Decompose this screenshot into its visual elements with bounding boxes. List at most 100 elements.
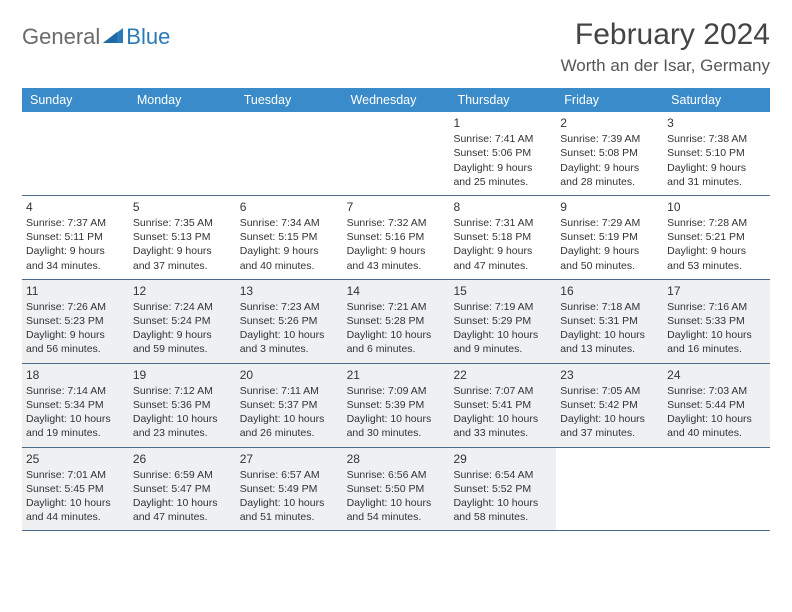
- day-detail-sunset: Sunset: 5:18 PM: [453, 230, 552, 244]
- day-detail-dl2: and 58 minutes.: [453, 510, 552, 524]
- day-cell: 4Sunrise: 7:37 AMSunset: 5:11 PMDaylight…: [22, 196, 129, 279]
- day-detail-dl2: and 40 minutes.: [240, 259, 339, 273]
- weekday-header: Tuesday: [236, 88, 343, 112]
- day-detail-dl2: and 50 minutes.: [560, 259, 659, 273]
- day-detail-sunrise: Sunrise: 7:03 AM: [667, 384, 766, 398]
- day-detail-dl1: Daylight: 9 hours: [240, 244, 339, 258]
- day-cell: 21Sunrise: 7:09 AMSunset: 5:39 PMDayligh…: [343, 364, 450, 447]
- day-number: 23: [560, 367, 659, 383]
- day-detail-sunset: Sunset: 5:34 PM: [26, 398, 125, 412]
- day-detail-dl2: and 43 minutes.: [347, 259, 446, 273]
- day-detail-sunset: Sunset: 5:11 PM: [26, 230, 125, 244]
- day-cell: 7Sunrise: 7:32 AMSunset: 5:16 PMDaylight…: [343, 196, 450, 279]
- day-number: 8: [453, 199, 552, 215]
- day-detail-dl1: Daylight: 10 hours: [453, 496, 552, 510]
- day-detail-sunrise: Sunrise: 7:34 AM: [240, 216, 339, 230]
- day-cell: 5Sunrise: 7:35 AMSunset: 5:13 PMDaylight…: [129, 196, 236, 279]
- day-detail-sunrise: Sunrise: 7:12 AM: [133, 384, 232, 398]
- week-row: 25Sunrise: 7:01 AMSunset: 5:45 PMDayligh…: [22, 448, 770, 532]
- day-detail-sunrise: Sunrise: 7:18 AM: [560, 300, 659, 314]
- day-detail-sunrise: Sunrise: 7:16 AM: [667, 300, 766, 314]
- day-detail-sunset: Sunset: 5:33 PM: [667, 314, 766, 328]
- day-detail-sunset: Sunset: 5:41 PM: [453, 398, 552, 412]
- title-block: February 2024 Worth an der Isar, Germany: [561, 18, 770, 76]
- day-detail-sunrise: Sunrise: 6:59 AM: [133, 468, 232, 482]
- day-detail-sunrise: Sunrise: 7:14 AM: [26, 384, 125, 398]
- day-detail-sunrise: Sunrise: 7:31 AM: [453, 216, 552, 230]
- day-detail-sunset: Sunset: 5:36 PM: [133, 398, 232, 412]
- day-detail-dl2: and 37 minutes.: [133, 259, 232, 273]
- day-detail-dl1: Daylight: 10 hours: [667, 328, 766, 342]
- day-detail-sunset: Sunset: 5:42 PM: [560, 398, 659, 412]
- day-cell: 12Sunrise: 7:24 AMSunset: 5:24 PMDayligh…: [129, 280, 236, 363]
- day-detail-sunset: Sunset: 5:44 PM: [667, 398, 766, 412]
- day-number: 29: [453, 451, 552, 467]
- day-detail-dl2: and 37 minutes.: [560, 426, 659, 440]
- day-detail-dl2: and 9 minutes.: [453, 342, 552, 356]
- day-detail-dl1: Daylight: 10 hours: [26, 496, 125, 510]
- day-detail-dl2: and 54 minutes.: [347, 510, 446, 524]
- weekday-header: Wednesday: [343, 88, 450, 112]
- day-number: 4: [26, 199, 125, 215]
- day-detail-dl1: Daylight: 10 hours: [667, 412, 766, 426]
- day-detail-sunrise: Sunrise: 7:01 AM: [26, 468, 125, 482]
- day-cell: 1Sunrise: 7:41 AMSunset: 5:06 PMDaylight…: [449, 112, 556, 195]
- day-detail-dl2: and 47 minutes.: [453, 259, 552, 273]
- day-number: 2: [560, 115, 659, 131]
- day-detail-dl1: Daylight: 9 hours: [667, 161, 766, 175]
- day-cell: 8Sunrise: 7:31 AMSunset: 5:18 PMDaylight…: [449, 196, 556, 279]
- day-detail-sunset: Sunset: 5:24 PM: [133, 314, 232, 328]
- day-number: 5: [133, 199, 232, 215]
- day-cell: 24Sunrise: 7:03 AMSunset: 5:44 PMDayligh…: [663, 364, 770, 447]
- day-detail-dl2: and 6 minutes.: [347, 342, 446, 356]
- day-number: 7: [347, 199, 446, 215]
- day-detail-sunrise: Sunrise: 7:32 AM: [347, 216, 446, 230]
- weekday-header: Thursday: [449, 88, 556, 112]
- day-detail-dl2: and 33 minutes.: [453, 426, 552, 440]
- day-detail-sunrise: Sunrise: 7:39 AM: [560, 132, 659, 146]
- day-cell: 22Sunrise: 7:07 AMSunset: 5:41 PMDayligh…: [449, 364, 556, 447]
- day-detail-sunrise: Sunrise: 7:38 AM: [667, 132, 766, 146]
- day-number: 11: [26, 283, 125, 299]
- day-cell: 17Sunrise: 7:16 AMSunset: 5:33 PMDayligh…: [663, 280, 770, 363]
- day-detail-sunset: Sunset: 5:06 PM: [453, 146, 552, 160]
- day-number: 6: [240, 199, 339, 215]
- day-number: 19: [133, 367, 232, 383]
- day-detail-sunset: Sunset: 5:21 PM: [667, 230, 766, 244]
- day-detail-dl2: and 34 minutes.: [26, 259, 125, 273]
- day-cell: 18Sunrise: 7:14 AMSunset: 5:34 PMDayligh…: [22, 364, 129, 447]
- weekday-header: Monday: [129, 88, 236, 112]
- day-cell: 10Sunrise: 7:28 AMSunset: 5:21 PMDayligh…: [663, 196, 770, 279]
- day-detail-dl1: Daylight: 10 hours: [347, 328, 446, 342]
- day-number: 24: [667, 367, 766, 383]
- day-detail-dl1: Daylight: 9 hours: [560, 161, 659, 175]
- day-detail-sunset: Sunset: 5:08 PM: [560, 146, 659, 160]
- day-detail-sunrise: Sunrise: 7:41 AM: [453, 132, 552, 146]
- week-row: 18Sunrise: 7:14 AMSunset: 5:34 PMDayligh…: [22, 364, 770, 448]
- day-detail-dl1: Daylight: 9 hours: [347, 244, 446, 258]
- brand-part1: General: [22, 24, 100, 50]
- day-detail-sunset: Sunset: 5:26 PM: [240, 314, 339, 328]
- day-number: 25: [26, 451, 125, 467]
- day-cell-empty: [22, 112, 129, 195]
- day-detail-sunset: Sunset: 5:49 PM: [240, 482, 339, 496]
- day-detail-sunrise: Sunrise: 7:11 AM: [240, 384, 339, 398]
- day-cell: 26Sunrise: 6:59 AMSunset: 5:47 PMDayligh…: [129, 448, 236, 531]
- day-cell: 27Sunrise: 6:57 AMSunset: 5:49 PMDayligh…: [236, 448, 343, 531]
- day-detail-dl1: Daylight: 10 hours: [453, 328, 552, 342]
- day-number: 10: [667, 199, 766, 215]
- day-detail-dl2: and 47 minutes.: [133, 510, 232, 524]
- week-row: 4Sunrise: 7:37 AMSunset: 5:11 PMDaylight…: [22, 196, 770, 280]
- day-detail-sunset: Sunset: 5:10 PM: [667, 146, 766, 160]
- day-cell-empty: [663, 448, 770, 531]
- day-cell: 2Sunrise: 7:39 AMSunset: 5:08 PMDaylight…: [556, 112, 663, 195]
- brand-part2: Blue: [126, 24, 170, 50]
- day-detail-dl1: Daylight: 10 hours: [240, 328, 339, 342]
- day-detail-sunset: Sunset: 5:39 PM: [347, 398, 446, 412]
- day-cell: 9Sunrise: 7:29 AMSunset: 5:19 PMDaylight…: [556, 196, 663, 279]
- day-cell: 13Sunrise: 7:23 AMSunset: 5:26 PMDayligh…: [236, 280, 343, 363]
- day-detail-dl2: and 13 minutes.: [560, 342, 659, 356]
- day-detail-sunset: Sunset: 5:52 PM: [453, 482, 552, 496]
- day-detail-dl1: Daylight: 9 hours: [133, 328, 232, 342]
- day-detail-dl2: and 28 minutes.: [560, 175, 659, 189]
